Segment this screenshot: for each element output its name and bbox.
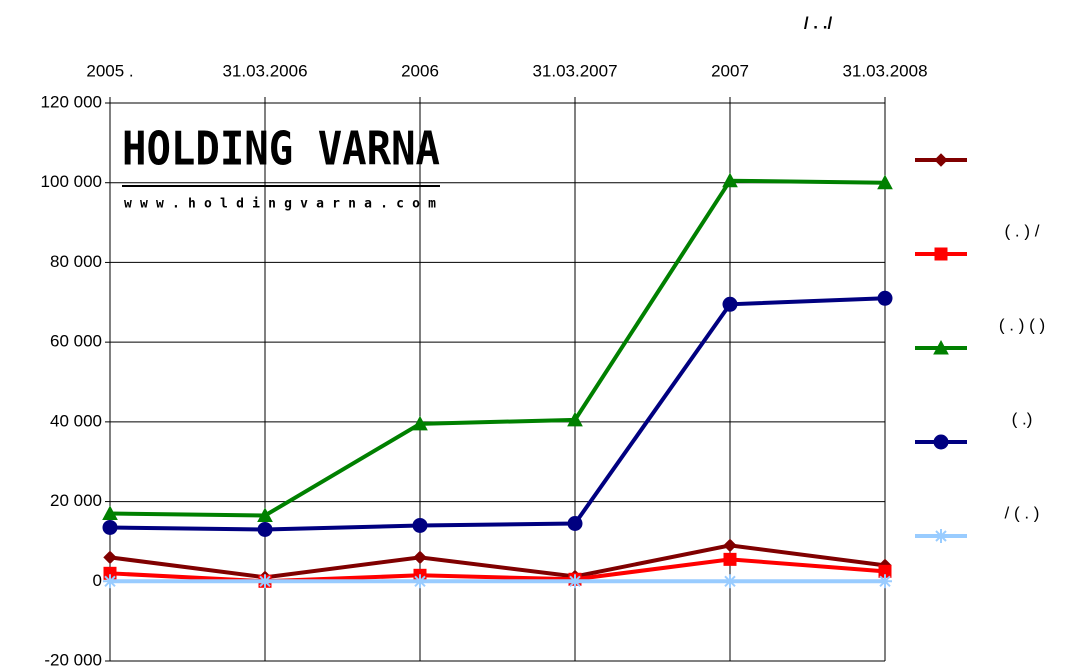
x-tick-label: 31.03.2007 (532, 61, 617, 80)
marker (258, 574, 272, 589)
y-tick-label: 120 000 (41, 92, 102, 111)
marker (933, 339, 949, 355)
marker (933, 434, 949, 450)
marker (102, 505, 118, 521)
marker (413, 574, 427, 589)
marker (257, 507, 273, 523)
marker (568, 574, 582, 589)
y-tick-label: -20 000 (44, 650, 102, 669)
x-tick-label: 2005 . (86, 61, 133, 80)
legend-label: ( .) (1012, 409, 1033, 428)
x-tick-label: 2007 (711, 61, 749, 80)
marker (722, 172, 738, 188)
marker (934, 153, 948, 167)
legend-label: ( . ) / (1005, 221, 1040, 240)
marker (412, 517, 428, 533)
y-tick-label: 60 000 (50, 332, 102, 351)
marker (723, 552, 737, 566)
marker (723, 574, 737, 589)
legend-label: ( . ) ( ) (999, 315, 1045, 334)
marker (413, 550, 427, 565)
x-tick-label: 2006 (401, 61, 439, 80)
y-tick-label: 20 000 (50, 491, 102, 510)
y-tick-label: 40 000 (50, 411, 102, 430)
marker (257, 521, 273, 537)
marker (103, 574, 117, 589)
marker (722, 296, 738, 312)
x-tick-label: 31.03.2006 (222, 61, 307, 80)
series-line (109, 296, 886, 532)
marker (878, 574, 892, 589)
chart-title: / . ./ (804, 13, 833, 32)
marker (934, 529, 948, 543)
logo-name: HOLDING VARNA (122, 122, 440, 176)
marker (934, 247, 948, 261)
series-line (109, 178, 886, 518)
marker (723, 538, 737, 553)
marker (567, 411, 583, 427)
marker (103, 550, 117, 565)
y-tick-label: 100 000 (41, 172, 102, 191)
series-line (109, 543, 886, 580)
marker (102, 519, 118, 535)
y-tick-label: 0 (93, 571, 102, 590)
marker (877, 174, 893, 190)
legend-label: / ( . ) (1005, 503, 1040, 522)
logo-url: www.holdingvarna.com (124, 197, 436, 212)
marker (877, 290, 893, 306)
marker (412, 415, 428, 431)
marker (567, 515, 583, 531)
y-tick-label: 80 000 (50, 252, 102, 271)
x-tick-label: 31.03.2008 (842, 61, 927, 80)
